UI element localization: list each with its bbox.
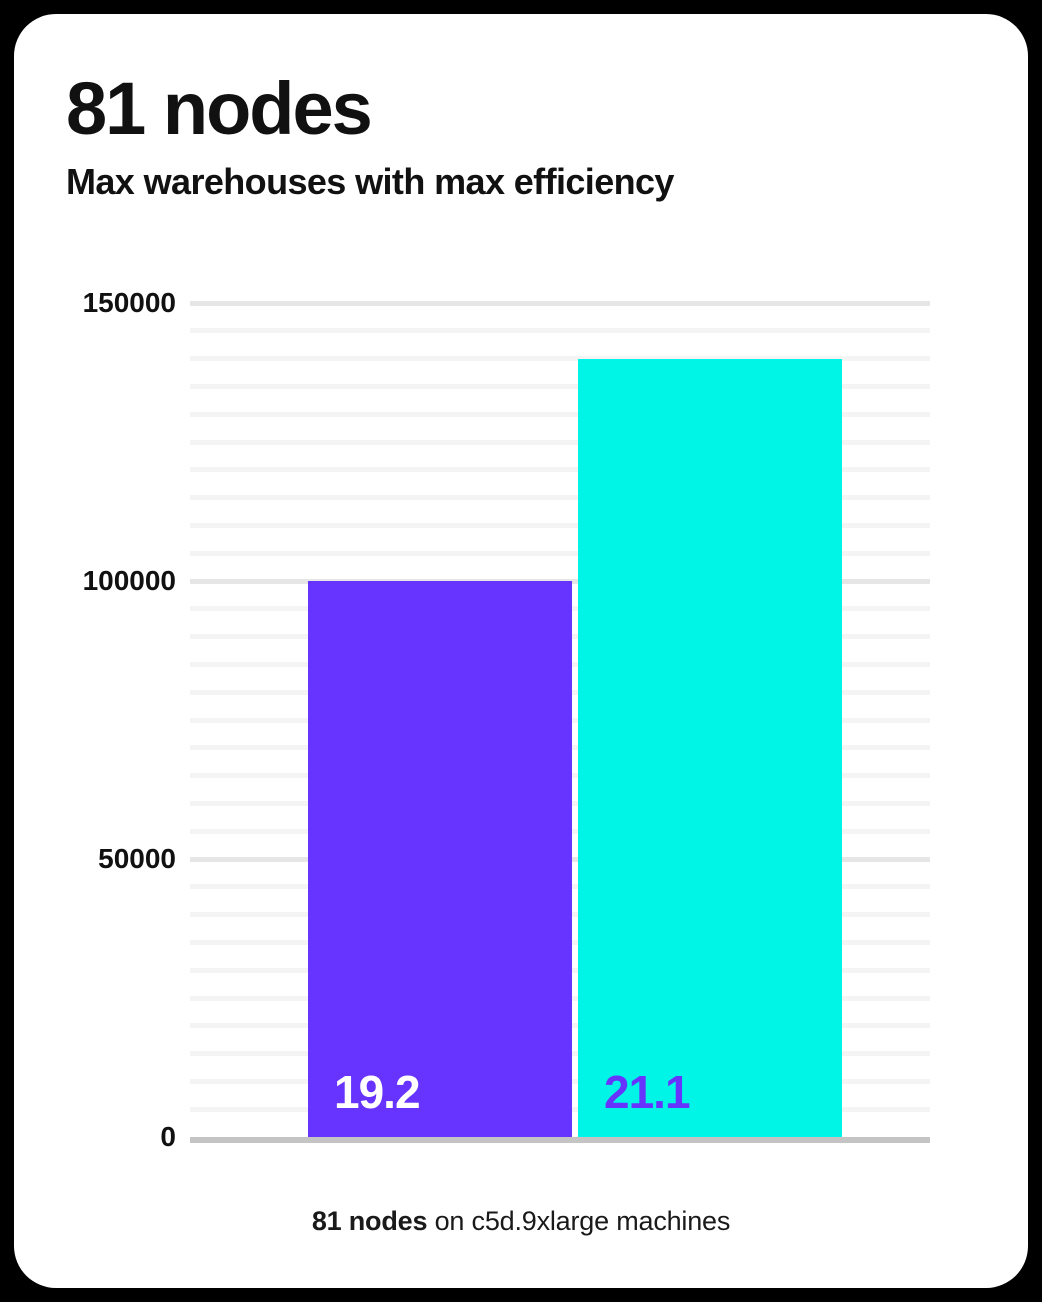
gridline — [190, 356, 930, 362]
gridline — [190, 550, 930, 556]
bar-value-label: 21.1 — [604, 1066, 691, 1118]
chart-y-axis: 150000 100000 50000 0 — [14, 14, 176, 1288]
chart-plot-area: 150000 100000 50000 0 19.2 21.1 — [14, 14, 1028, 1288]
chart-caption-rest: on c5d.9xlarge machines — [427, 1206, 731, 1236]
bar[interactable]: 21.1 — [578, 358, 842, 1137]
gridline — [190, 328, 930, 334]
y-axis-tick-label: 0 — [160, 1121, 176, 1152]
chart-x-axis-line — [190, 1137, 930, 1143]
gridline — [190, 439, 930, 445]
gridline — [190, 411, 930, 417]
chart-caption: 81 nodes on c5d.9xlarge machines — [14, 1206, 1028, 1237]
gridline — [190, 495, 930, 501]
chart-caption-bold: 81 nodes — [311, 1206, 428, 1236]
bar[interactable]: 19.2 — [308, 581, 572, 1137]
y-axis-tick-label: 150000 — [82, 287, 176, 318]
gridline — [190, 467, 930, 473]
gridline — [190, 300, 930, 306]
y-axis-tick-label: 100000 — [82, 565, 176, 596]
bar-value-label: 19.2 — [334, 1066, 421, 1118]
chart-card: 81 nodes Max warehouses with max efficie… — [14, 14, 1028, 1288]
chart-subtitle: Max warehouses with max efficiency — [66, 161, 674, 202]
y-axis-tick-label: 50000 — [98, 843, 176, 874]
page-title: 81 nodes — [66, 67, 373, 150]
gridline — [190, 383, 930, 389]
gridline — [190, 522, 930, 528]
chart-bars: 19.2 21.1 — [190, 303, 930, 1137]
chart-header: 81 nodes Max warehouses with max efficie… — [66, 72, 966, 200]
